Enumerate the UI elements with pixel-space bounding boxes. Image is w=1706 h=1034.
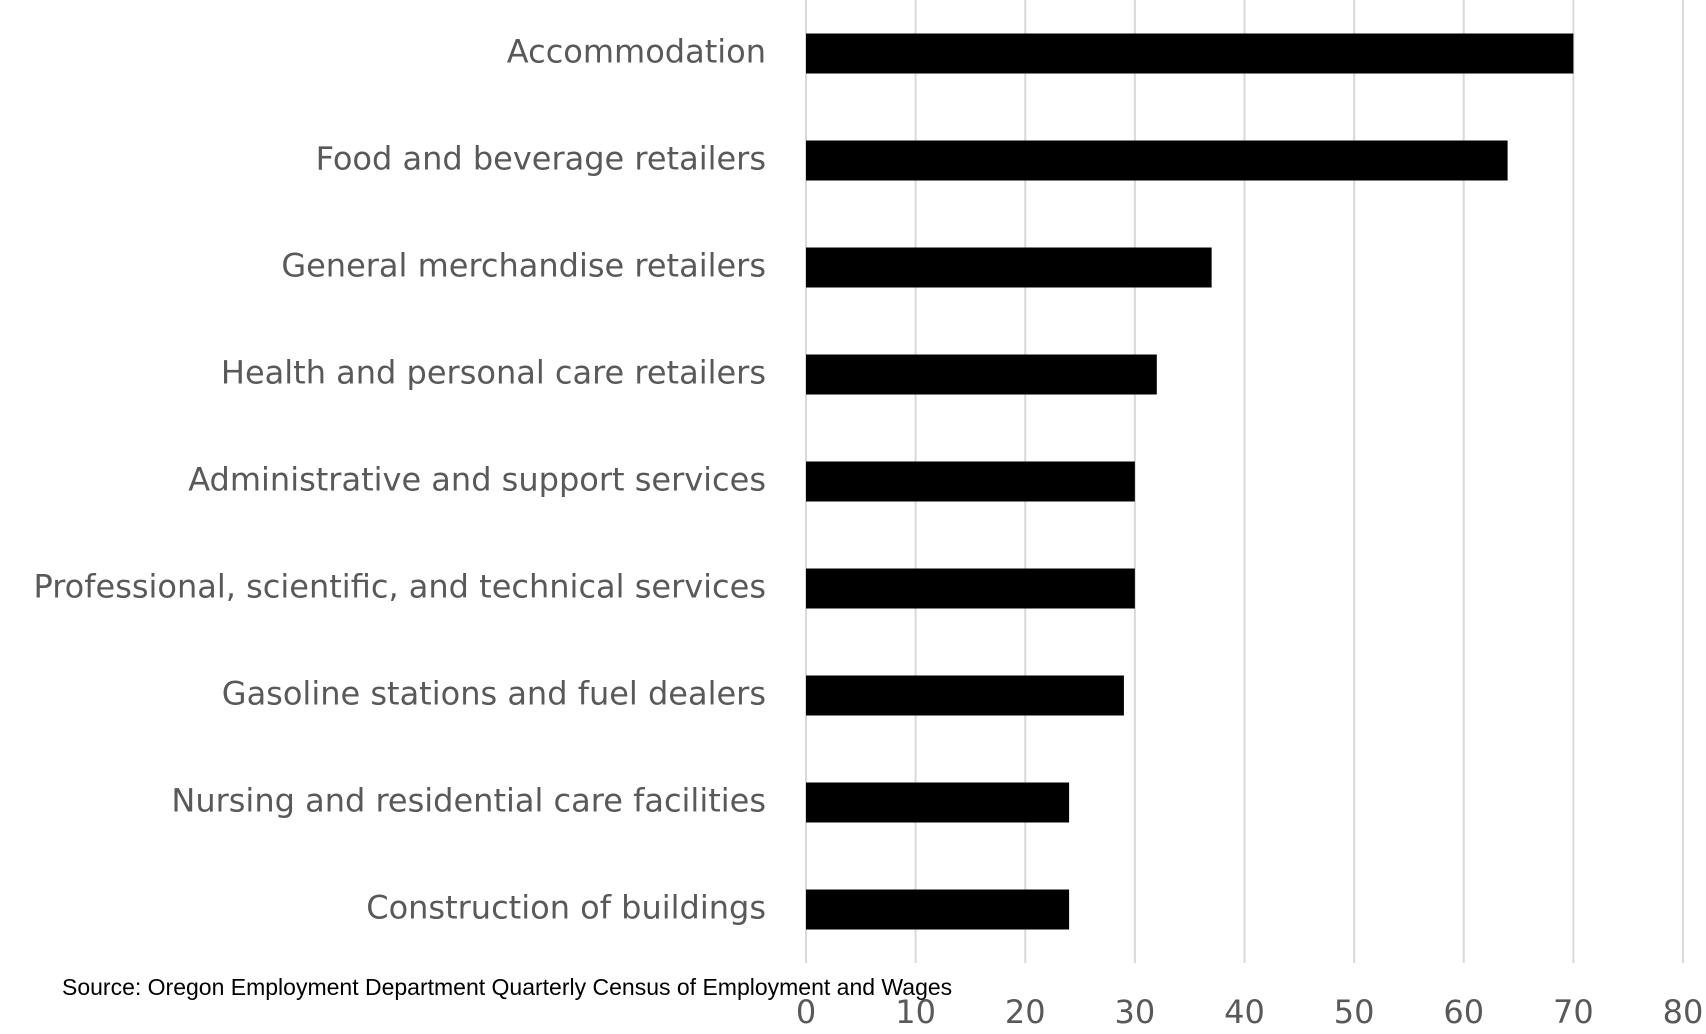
x-tick-label: 30 bbox=[1115, 993, 1156, 1031]
bar bbox=[806, 461, 1135, 502]
bar bbox=[806, 247, 1212, 288]
x-tick-label: 60 bbox=[1443, 993, 1484, 1031]
source-note: Source: Oregon Employment Department Qua… bbox=[62, 974, 952, 1000]
bar bbox=[806, 782, 1070, 823]
bar bbox=[806, 889, 1070, 930]
y-tick-label: Professional, scientific, and technical … bbox=[33, 568, 766, 606]
bar bbox=[806, 675, 1124, 716]
x-tick-label: 10 bbox=[895, 993, 936, 1031]
bar bbox=[806, 354, 1157, 395]
x-tick-label: 70 bbox=[1553, 993, 1594, 1031]
x-tick-label: 0 bbox=[796, 993, 816, 1031]
x-tick-label: 20 bbox=[1005, 993, 1046, 1031]
y-tick-label: Nursing and residential care facilities bbox=[171, 782, 766, 820]
y-tick-label: Construction of buildings bbox=[366, 889, 766, 927]
y-tick-label: General merchandise retailers bbox=[281, 247, 766, 285]
bar bbox=[806, 568, 1135, 609]
x-tick-label: 80 bbox=[1663, 993, 1704, 1031]
y-tick-label: Administrative and support services bbox=[188, 461, 766, 499]
x-tick-label: 40 bbox=[1224, 993, 1265, 1031]
bar bbox=[806, 33, 1574, 74]
bar bbox=[806, 140, 1508, 181]
x-tick-label: 50 bbox=[1334, 993, 1375, 1031]
y-tick-label: Health and personal care retailers bbox=[221, 354, 766, 392]
y-tick-label: Accommodation bbox=[507, 33, 766, 71]
y-tick-label: Food and beverage retailers bbox=[316, 140, 766, 178]
y-tick-label: Gasoline stations and fuel dealers bbox=[222, 675, 766, 713]
